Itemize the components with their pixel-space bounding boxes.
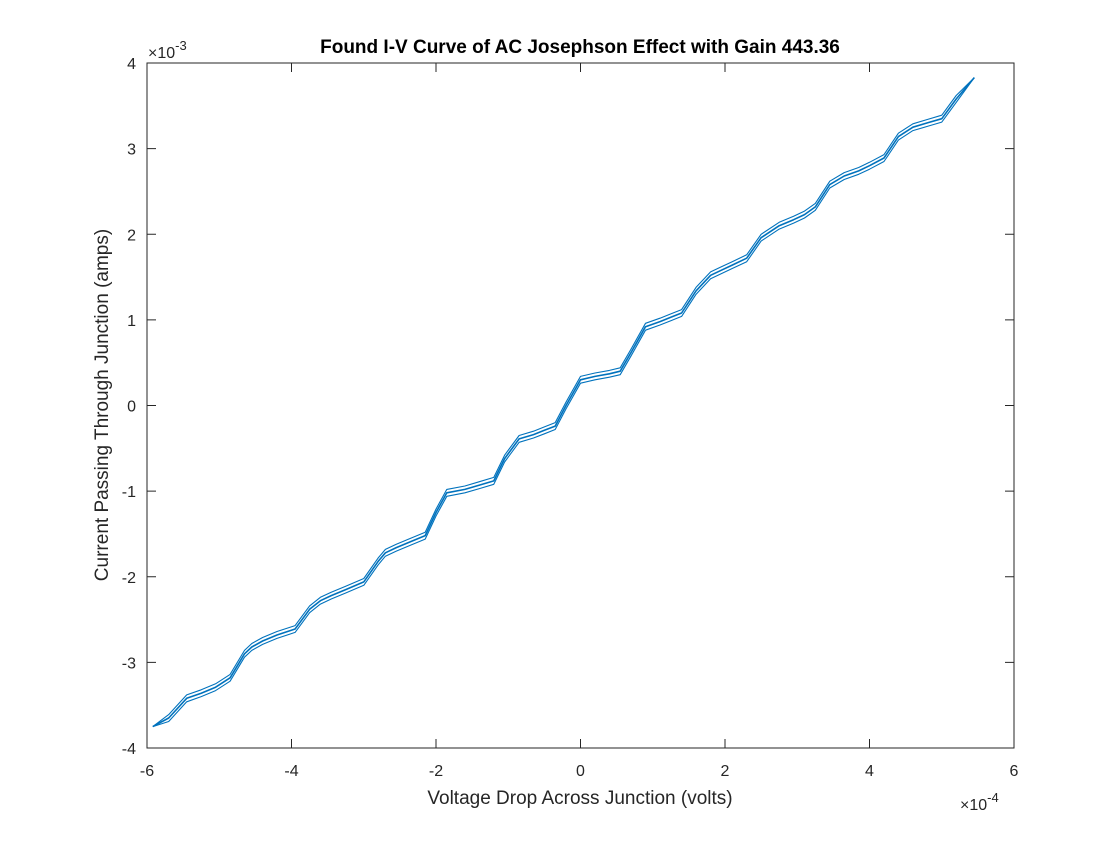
x-tick-label: 2 [721, 763, 730, 780]
y-tick-label: -4 [122, 741, 136, 758]
plot-area [146, 62, 1015, 749]
x-tick-label: -6 [140, 763, 154, 780]
x-tick-label: -4 [284, 763, 298, 780]
y-axis-exponent: ×10-3 [148, 38, 187, 62]
series-line [152, 77, 975, 728]
x-axis-label: Voltage Drop Across Junction (volts) [427, 788, 732, 809]
series-line [152, 77, 975, 728]
y-tick-label: 3 [127, 142, 136, 159]
y-tick-label: -1 [122, 484, 136, 501]
x-axis-exponent: ×10-4 [960, 790, 999, 814]
y-tick-label: 1 [127, 313, 136, 330]
y-tick-label: 4 [127, 56, 136, 73]
y-tick-label: 0 [127, 399, 136, 416]
y-tick-label: -2 [122, 570, 136, 587]
series-line [152, 77, 975, 728]
y-tick-label: -3 [122, 655, 136, 672]
y-axis-label: Current Passing Through Junction (amps) [92, 229, 113, 581]
series-layer [152, 77, 975, 728]
x-exponent-base: ×10-4 [960, 790, 999, 814]
y-tick-label: 2 [127, 227, 136, 244]
axes-box [146, 62, 1015, 749]
x-tick-label: 4 [865, 763, 874, 780]
chart-title: Found I-V Curve of AC Josephson Effect w… [320, 37, 840, 58]
x-tick-label: 6 [1010, 763, 1019, 780]
y-exponent-base: ×10-3 [148, 38, 187, 62]
x-tick-label: 0 [576, 763, 585, 780]
x-tick-label: -2 [429, 763, 443, 780]
